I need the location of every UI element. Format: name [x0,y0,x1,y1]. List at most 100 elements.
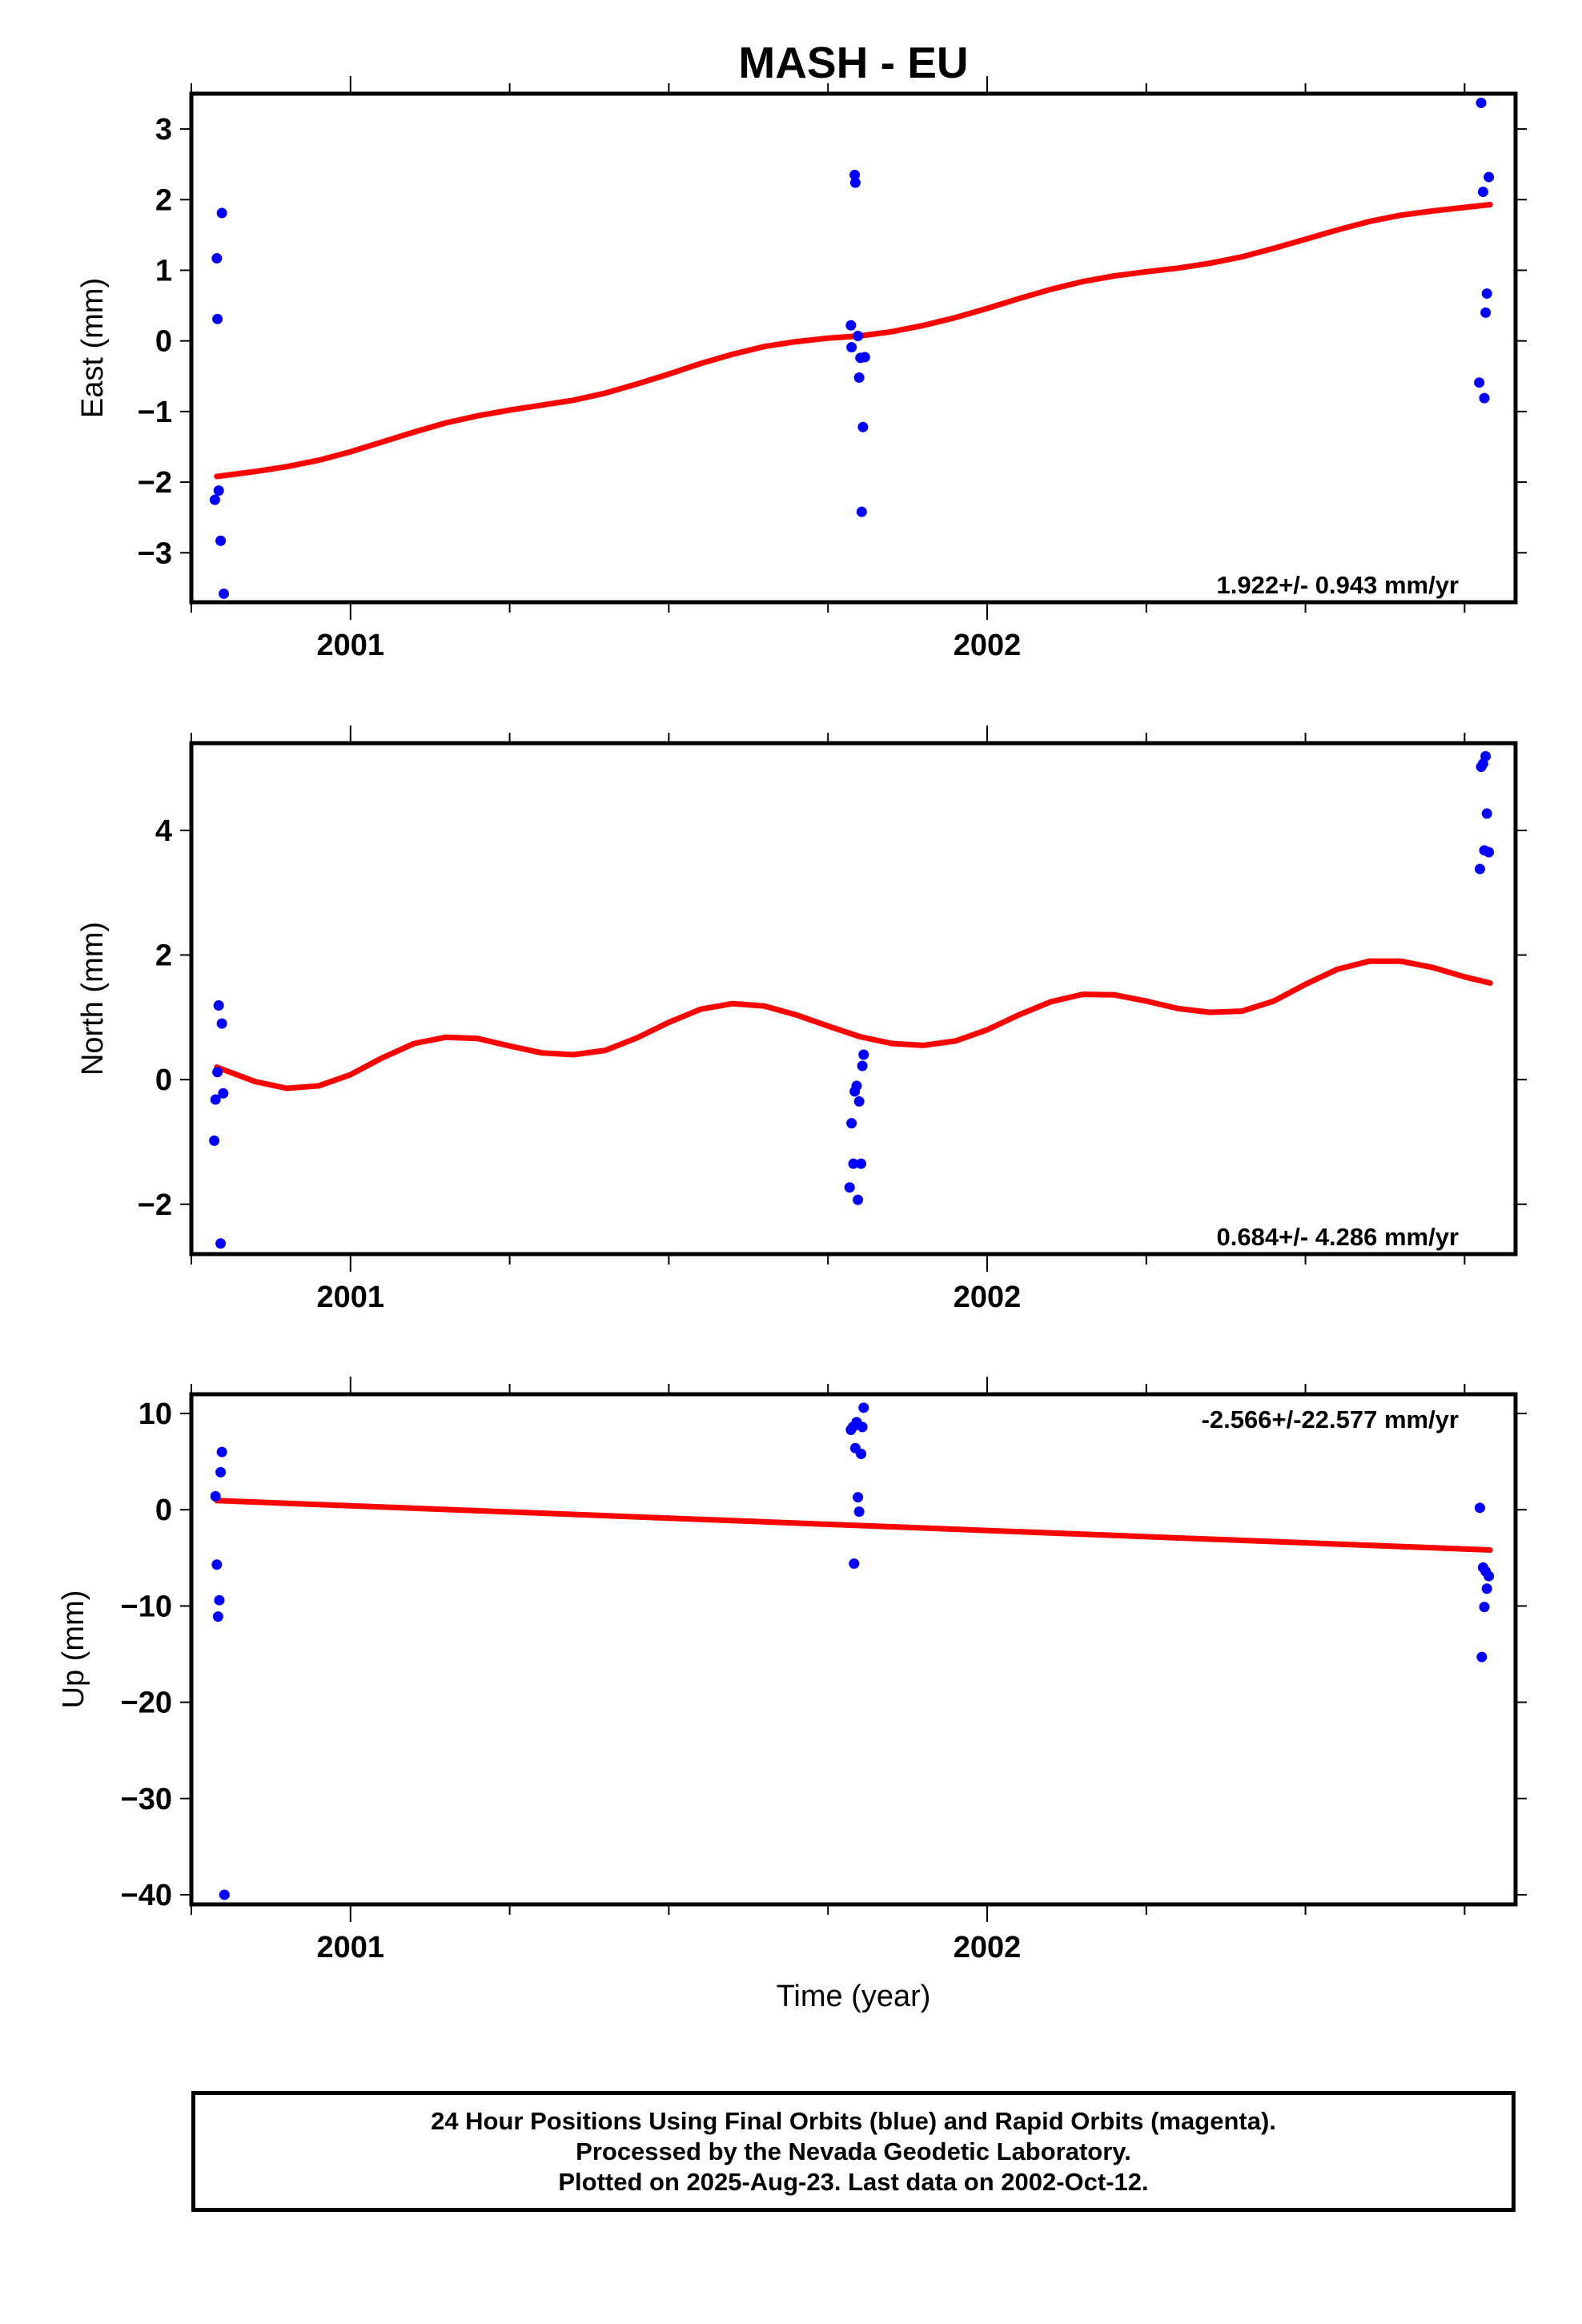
data-point [216,207,227,219]
data-point [209,494,220,505]
y-axis-label: East (mm) [76,278,110,418]
fit-line [214,958,1493,1092]
data-point [1476,97,1487,108]
y-tick-label: 0 [155,1494,172,1527]
y-tick-label: −1 [138,396,172,429]
rate-label: -2.566+/-22.577 mm/yr [1202,1405,1459,1433]
data-point [1484,846,1495,858]
data-point [213,485,224,497]
panel-north: 2001 2002 −2 0 2 4 North (mm) 0.684+/- 4.286 mm… [76,726,1527,1314]
caption-line-3: Plotted on 2025-Aug-23. Last data on 200… [558,2167,1149,2196]
data-point [853,1096,865,1107]
fit-line [214,202,1493,480]
panel-up: 2001 2002 −40 −30 −20 −10 0 10 Up (mm) -2.566+/-2… [57,1377,1527,1964]
data-point [853,1194,864,1205]
data-point [1476,1651,1488,1663]
data-point [1481,808,1492,819]
data-point [213,1000,224,1011]
data-point [846,1118,857,1129]
data-point [211,1559,223,1570]
data-point [849,177,861,188]
data-point [215,1466,227,1478]
data-point [1474,377,1485,388]
rate-label: 0.684+/- 4.286 mm/yr [1217,1223,1459,1251]
y-tick-label: −2 [138,1188,172,1222]
caption-box: 24 Hour Positions Using Final Orbits (bl… [191,2091,1516,2212]
y-tick-label: 2 [155,939,172,973]
data-point [216,1446,227,1458]
data-point [219,588,230,599]
figure-title: MASH - EU [738,38,968,87]
data-point [219,1889,230,1900]
data-point [845,320,857,331]
x-tick-label: 2001 [317,629,385,662]
data-point [1481,1583,1492,1594]
data-point [1474,863,1485,875]
rate-label: 1.922+/- 0.943 mm/yr [1217,571,1459,599]
x-tick-label: 2002 [954,1281,1022,1314]
fit-line [214,1498,1493,1553]
data-point [856,1158,867,1169]
y-tick-label: 10 [139,1397,172,1431]
x-tick-label: 2001 [317,1281,385,1314]
data-point [1480,307,1492,318]
data-point [859,352,870,363]
data-point [856,1449,867,1460]
data-point [1479,1602,1490,1613]
data-point [853,372,865,384]
plot-frame [189,741,1518,1256]
y-tick-label: 2 [155,183,172,217]
data-point [209,1135,220,1146]
data-point [846,342,857,353]
y-tick-label: −40 [121,1879,172,1912]
data-point [857,1421,868,1433]
y-tick-label: −10 [121,1590,172,1623]
data-point [210,1094,221,1105]
caption-line-1: 24 Hour Positions Using Final Orbits (bl… [431,2106,1276,2135]
data-point [858,1402,869,1413]
panel-east: 2001 2002 −3 −2 −1 0 1 2 3 East (mm) 1.922+/- 0.94… [76,76,1527,662]
plot-frame [189,91,1518,605]
data-point [851,1080,862,1092]
data-point [212,1067,223,1078]
data-point [1484,1570,1495,1582]
y-axis-label: North (mm) [76,922,110,1076]
x-tick-label: 2002 [954,1931,1022,1964]
data-point [1479,392,1490,404]
x-axis-label: Time (year) [777,1980,931,2013]
data-point [211,252,223,263]
data-point [849,169,861,180]
y-tick-label: −3 [138,537,172,570]
plot-frame [189,1392,1518,1907]
data-point [210,1490,221,1502]
data-point [1474,1502,1485,1514]
y-tick-label: 4 [155,814,172,848]
caption-line-2: Processed by the Nevada Geodetic Laborat… [576,2137,1131,2165]
data-point [218,1088,229,1099]
data-point [858,1049,869,1060]
y-tick-label: 3 [155,113,172,147]
data-point [848,1158,859,1169]
y-axis-label: Up (mm) [57,1590,90,1709]
data-point [849,1558,860,1570]
data-point [214,1594,225,1606]
data-point [1481,288,1492,300]
data-point [1484,171,1495,183]
y-tick-label: 0 [155,1063,172,1097]
data-point [1477,187,1488,198]
y-tick-label: −20 [121,1687,172,1720]
data-point [853,1506,865,1518]
data-point [212,313,223,324]
y-tick-label: 1 [155,254,172,287]
y-tick-label: −30 [121,1783,172,1816]
data-point [853,331,864,342]
data-point [216,1018,227,1029]
y-tick-label: −2 [138,466,172,500]
data-point [844,1182,855,1193]
data-point [215,535,227,546]
data-point [215,1238,227,1249]
data-point [853,1492,864,1503]
y-tick-label: 0 [155,325,172,359]
